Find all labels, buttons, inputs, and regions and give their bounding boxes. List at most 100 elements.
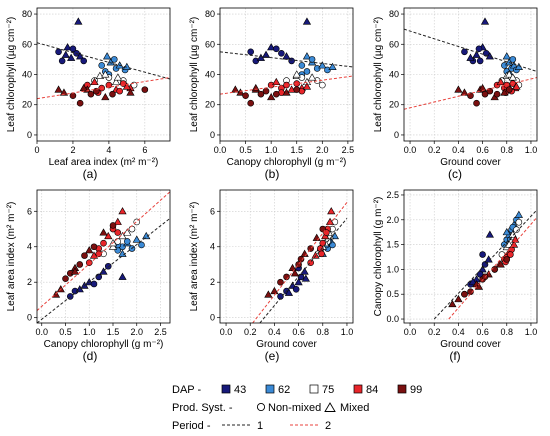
data-point-mixed (311, 251, 320, 259)
y-tick-label: 60 (22, 39, 32, 49)
data-point-mixed (292, 70, 301, 78)
y-tick-label: 0.0 (386, 314, 399, 324)
data-point-nonmixed (80, 57, 88, 65)
data-point-mixed (85, 246, 94, 254)
data-point-nonmixed (272, 45, 280, 53)
data-point-nonmixed (257, 90, 265, 98)
panel-label: (f) (449, 349, 460, 363)
data-point-nonmixed (128, 225, 136, 233)
data-point-mixed (59, 88, 69, 96)
data-point-mixed (327, 207, 336, 215)
x-tick-label: 0.0 (214, 145, 227, 155)
data-point-mixed (54, 85, 63, 93)
x-tick-label: 0.0 (35, 327, 48, 337)
data-point-mixed (61, 50, 70, 58)
plot-frame (36, 189, 171, 324)
data-point-mixed (478, 265, 487, 273)
x-tick-label: 0.8 (501, 327, 514, 337)
data-point-mixed (466, 53, 475, 61)
data-point-nonmixed (493, 90, 501, 98)
y-tick-label: 40 (389, 70, 399, 80)
data-point-mixed (301, 274, 310, 282)
y-tick-label: 0 (27, 130, 32, 140)
x-tick-label: 1.0 (341, 327, 354, 337)
data-point-nonmixed (109, 222, 117, 229)
data-point-mixed (508, 73, 517, 81)
data-point-mixed (251, 83, 260, 92)
data-point-nonmixed (55, 48, 62, 56)
x-axis-label: Ground cover (256, 339, 317, 350)
trend-line-period-1 (404, 28, 537, 72)
data-point-mixed (126, 88, 135, 96)
data-point-mixed (454, 85, 463, 93)
data-point-mixed (502, 227, 511, 236)
data-point-nonmixed (461, 290, 468, 298)
y-tick-label: 80 (389, 9, 399, 19)
x-tick-label: 0 (34, 145, 39, 155)
data-point-mixed (500, 88, 509, 96)
legend-period-label: Period - (172, 420, 211, 432)
plot-area-e (252, 202, 348, 323)
y-tick-label: 40 (205, 70, 215, 80)
data-point-nonmixed (324, 66, 331, 74)
data-point-nonmixed (272, 90, 280, 98)
legend-period2-label: 2 (325, 420, 331, 432)
data-point-nonmixed (95, 250, 103, 258)
legend-mixed-label: Mixed (340, 402, 369, 414)
x-tick-label: 0.0 (404, 327, 417, 337)
trend-line-period-2 (252, 202, 348, 323)
data-point-nonmixed (90, 280, 98, 288)
x-tick-label: 0.2 (428, 145, 441, 155)
y-tick-label: 2.5 (386, 190, 399, 200)
y-tick-label: 1.5 (386, 240, 399, 250)
data-point-nonmixed (513, 226, 520, 234)
data-point-mixed (472, 50, 481, 58)
data-point-nonmixed (297, 255, 305, 263)
x-tick-label: 0.4 (268, 327, 281, 337)
data-point-nonmixed (95, 273, 103, 281)
data-point-nonmixed (123, 238, 131, 245)
data-point-mixed (123, 228, 132, 236)
y-tick-label: 60 (389, 39, 399, 49)
legend-mixed-marker (324, 402, 336, 412)
x-tick-label: 0.2 (244, 327, 257, 337)
data-point-nonmixed (313, 65, 321, 72)
x-axis-label: Ground cover (440, 157, 501, 168)
data-point-nonmixed (242, 92, 249, 99)
data-point-nonmixed (481, 90, 489, 98)
data-point-nonmixed (319, 225, 327, 233)
panel-label: (e) (265, 349, 280, 363)
data-point-mixed (122, 82, 131, 90)
x-axis-label: Ground cover (440, 339, 501, 350)
data-point-nonmixed (98, 62, 106, 69)
x-tick-label: 1.5 (290, 145, 303, 155)
data-point-mixed (496, 77, 505, 86)
data-point-mixed (294, 278, 303, 286)
y-tick-label: 2.0 (386, 215, 399, 225)
data-point-nonmixed (90, 243, 98, 251)
data-point-mixed (102, 52, 112, 60)
data-point-nonmixed (277, 293, 284, 300)
data-point-nonmixed (247, 48, 254, 56)
data-point-nonmixed (308, 56, 316, 63)
data-point-nonmixed (461, 48, 468, 56)
data-point-nonmixed (114, 238, 122, 245)
y-tick-label: 80 (22, 9, 32, 19)
data-point-mixed (132, 235, 141, 243)
data-point-nonmixed (509, 56, 517, 63)
panel-c: 0.0 0.2 0.4 0.6 0.8 1.0 0 20 40 60 80 Ground cover L… (373, 7, 538, 181)
data-point-mixed (454, 294, 463, 303)
data-point-mixed (101, 70, 110, 78)
x-axis-label: Canopy chlorophyll (g m⁻²) (227, 157, 347, 168)
data-point-mixed (101, 92, 110, 101)
y-tick-label: 4 (27, 242, 32, 252)
data-point-mixed (318, 61, 327, 69)
data-point-mixed (104, 231, 113, 240)
data-point-nonmixed (292, 286, 300, 293)
x-tick-label: 2 (70, 145, 75, 155)
data-point-nonmixed (319, 81, 326, 89)
y-tick-label: 0 (210, 313, 215, 323)
data-point-nonmixed (267, 81, 275, 89)
plot-area-a (37, 17, 170, 107)
